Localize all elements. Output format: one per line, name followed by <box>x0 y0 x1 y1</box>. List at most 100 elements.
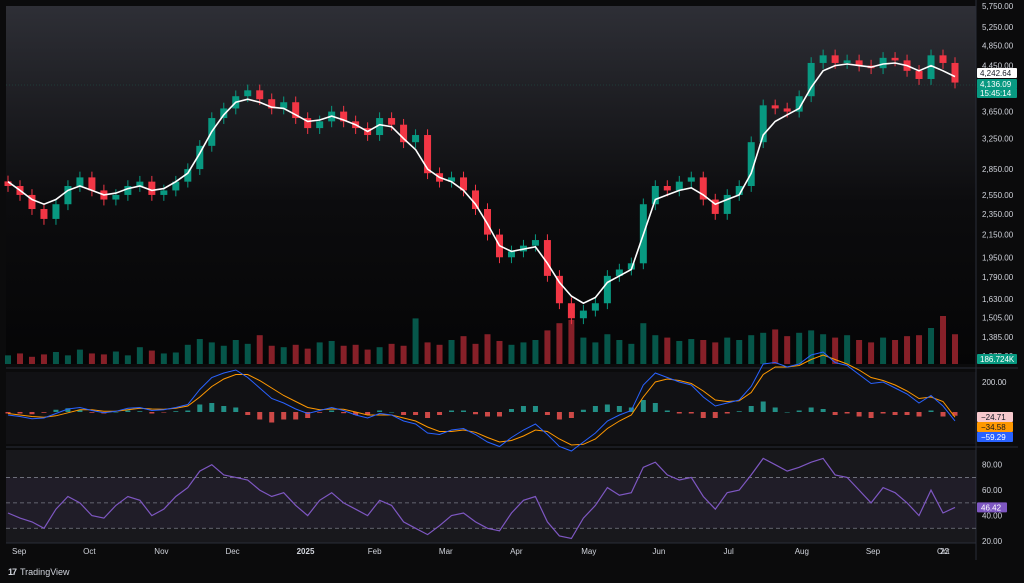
candle-body <box>543 240 551 276</box>
macd-histogram-bar <box>484 412 490 417</box>
volume-bar <box>688 339 695 364</box>
candle-body <box>891 57 899 61</box>
volume-bar <box>676 340 683 364</box>
volume-bar <box>496 340 503 364</box>
volume-bar <box>376 347 383 364</box>
candle-body <box>711 199 719 214</box>
candle-body <box>591 303 599 311</box>
volume-bar <box>460 336 467 364</box>
macd-histogram-bar <box>5 412 11 414</box>
candle-body <box>567 303 575 319</box>
macd-tag-text: −59.29 <box>981 433 1006 442</box>
macd-histogram-bar <box>209 403 215 412</box>
volume-bar <box>184 344 191 364</box>
macd-tag <box>977 432 1013 442</box>
macd-histogram-bar <box>496 412 502 417</box>
macd-histogram-bar <box>149 412 155 414</box>
macd-histogram-bar <box>353 412 359 415</box>
candle-body <box>579 310 587 319</box>
price-tag <box>977 68 1017 78</box>
candle-body <box>939 55 947 63</box>
price-tick-label: 1,950.00 <box>982 253 1014 262</box>
candle-body <box>627 263 635 270</box>
candle-body <box>615 269 623 276</box>
volume-bar <box>88 353 95 364</box>
volume-bar <box>124 355 131 364</box>
candle-body <box>376 118 384 136</box>
time-tick-label: Apr <box>510 547 523 556</box>
volume-bar <box>808 330 815 364</box>
price-tick-label: 4,850.00 <box>982 42 1014 51</box>
macd-histogram-bar <box>700 412 706 418</box>
macd-histogram-bar <box>305 412 311 418</box>
macd-histogram-bar <box>952 412 958 416</box>
macd-histogram-bar <box>604 404 610 412</box>
macd-histogram-bar <box>365 412 371 415</box>
time-tick-label: Oct <box>83 547 96 556</box>
macd-histogram-bar <box>652 403 658 412</box>
macd-histogram-bar <box>341 412 347 414</box>
candle-body <box>124 185 132 195</box>
candle-body <box>555 275 563 304</box>
volume-bar <box>148 350 155 364</box>
volume-bar <box>448 340 455 364</box>
macd-histogram-bar <box>880 412 886 414</box>
macd-tag <box>977 422 1013 432</box>
candle-body <box>507 251 515 258</box>
tradingview-logo[interactable]: 17 TradingView <box>8 567 70 577</box>
price-tag-text: 4,242.64 <box>980 69 1012 78</box>
volume-bar <box>484 334 491 364</box>
volume-bar <box>568 319 575 364</box>
volume-bar <box>364 349 371 364</box>
candle-body <box>831 55 839 63</box>
candle-body <box>160 190 168 195</box>
volume-bar <box>328 340 335 364</box>
macd-histogram-bar <box>233 407 239 412</box>
candle-body <box>807 62 815 97</box>
volume-bar <box>100 354 107 364</box>
volume-bar <box>952 334 958 364</box>
macd-histogram-bar <box>473 412 479 415</box>
rsi-layer <box>6 457 976 540</box>
volume-bar <box>232 340 239 364</box>
macd-histogram-bar <box>856 412 862 417</box>
macd-histogram-bar <box>748 406 754 412</box>
candle-body <box>879 57 887 69</box>
rsi-tag <box>977 502 1007 513</box>
candle-body <box>651 185 659 205</box>
macd-histogram-bar <box>269 412 275 423</box>
macd-histogram-bar <box>868 412 874 418</box>
volume-bar <box>136 347 143 364</box>
volume-bar <box>76 349 83 364</box>
volume-bar <box>280 347 287 364</box>
volume-bar <box>244 343 251 364</box>
candle-body <box>483 209 491 235</box>
macd-histogram-bar <box>580 409 586 412</box>
time-tick-label: Nov <box>154 547 168 556</box>
candle-body <box>472 190 480 210</box>
volume-bar <box>388 343 395 364</box>
macd-histogram-bar <box>437 412 443 415</box>
volume-bar <box>256 335 263 364</box>
macd-histogram-bar <box>532 406 538 412</box>
volume-bar <box>664 337 671 364</box>
volume-tag <box>977 354 1017 364</box>
volume-bar <box>640 323 647 364</box>
macd-tick-label: 200.00 <box>982 378 1007 387</box>
candle-body <box>735 185 743 195</box>
candle-body <box>28 194 36 210</box>
volume-bar <box>112 351 119 364</box>
candle-body <box>292 102 300 119</box>
macd-histogram-bar <box>760 401 766 412</box>
macd-histogram-bar <box>544 412 550 415</box>
time-tick-label: Dec <box>225 547 239 556</box>
price-tick-label: 3,250.00 <box>982 135 1014 144</box>
candle-body <box>40 209 48 219</box>
volume-layer <box>5 316 958 364</box>
price-tick-label: 2,850.00 <box>982 165 1014 174</box>
volume-bar <box>520 342 527 364</box>
volume-bar <box>580 337 587 364</box>
macd-histogram-bar <box>616 406 622 412</box>
volume-bar <box>424 342 431 364</box>
volume-bar <box>856 340 863 364</box>
